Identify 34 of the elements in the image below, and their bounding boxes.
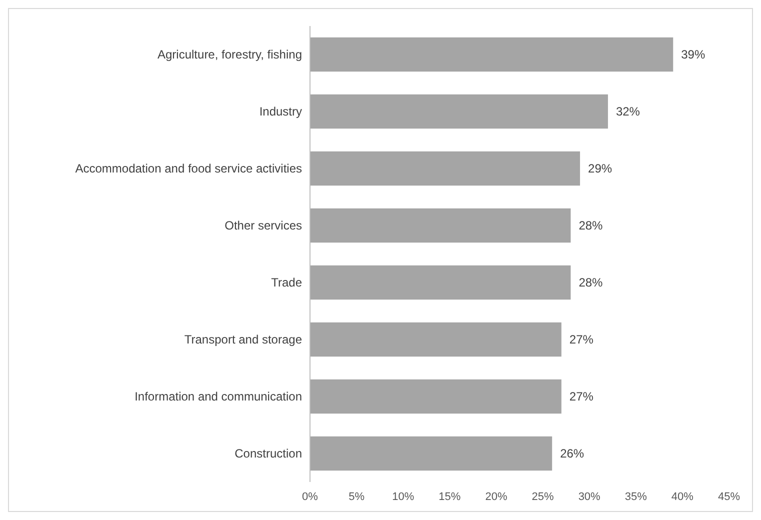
y-tick-label: Trade [271, 276, 302, 290]
y-tick-label: Other services [224, 218, 302, 233]
x-tick-label: 0% [302, 491, 318, 503]
bar [310, 151, 580, 186]
data-label: 26% [560, 446, 584, 461]
x-tick-label: 30% [578, 491, 601, 503]
bar [310, 322, 562, 357]
x-tick-label: 15% [438, 491, 461, 503]
x-tick-label: 10% [392, 491, 414, 503]
x-tick-label: 35% [624, 491, 648, 503]
data-label: 27% [569, 332, 594, 347]
data-label: 27% [569, 390, 594, 404]
x-tick-label: 45% [718, 491, 740, 503]
y-tick-label: Transport and storage [184, 332, 302, 347]
bar [310, 265, 571, 300]
bar [310, 208, 571, 243]
data-label: 28% [578, 276, 604, 290]
x-tick-label: 25% [532, 491, 554, 503]
y-tick-label: Industry [259, 104, 302, 119]
data-label: 28% [578, 218, 604, 233]
data-label: 39% [681, 48, 706, 62]
x-tick-label: 20% [485, 491, 508, 503]
bar [310, 94, 608, 129]
bar [310, 379, 562, 414]
y-tick-label: Information and communication [134, 390, 302, 404]
data-label: 29% [588, 162, 612, 176]
x-tick-label: 5% [348, 491, 365, 503]
y-tick-label: Agriculture, forestry, fishing [158, 48, 302, 62]
bar [310, 37, 674, 72]
data-label: 32% [616, 104, 640, 119]
y-tick-label: Accommodation and food service activities [75, 162, 302, 176]
y-tick-label: Construction [234, 446, 302, 461]
x-tick-label: 40% [671, 491, 694, 503]
bar [310, 436, 552, 471]
